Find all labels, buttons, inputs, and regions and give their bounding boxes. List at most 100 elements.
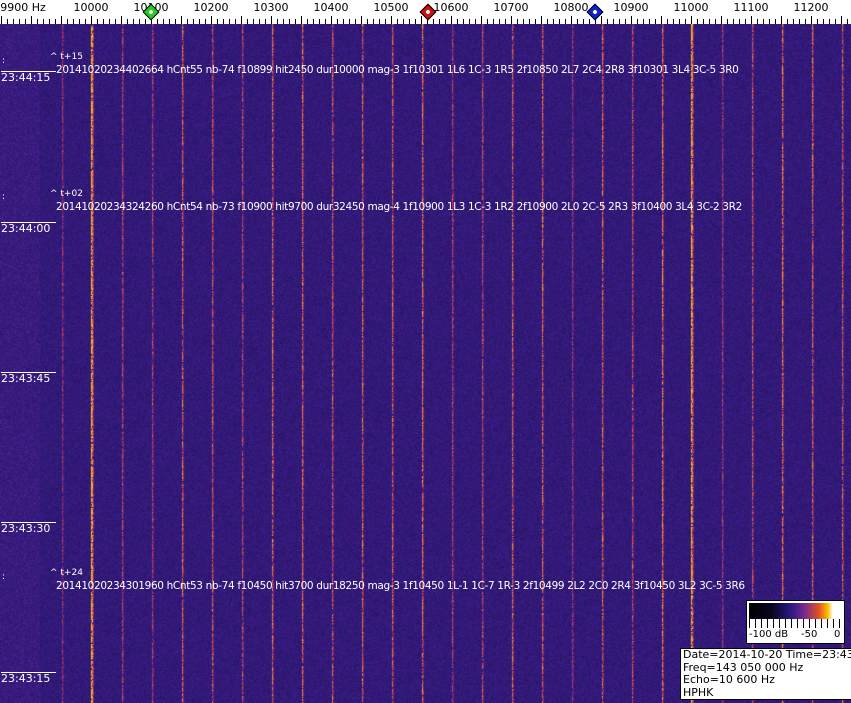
frequency-label: 10000 [73, 1, 109, 14]
ruler-tick [301, 16, 302, 24]
ruler-tick [577, 19, 578, 24]
ruler-tick [745, 19, 746, 24]
ruler-tick [403, 19, 404, 24]
ruler-tick [283, 19, 284, 24]
ruler-tick [211, 16, 212, 24]
ruler-tick [619, 19, 620, 24]
event-dots: : [2, 56, 6, 66]
ruler-tick [445, 19, 446, 24]
ruler-tick [97, 19, 98, 24]
ruler-tick [625, 19, 626, 24]
ruler-tick [199, 19, 200, 24]
ruler-tick [775, 19, 776, 24]
legend-label-min: -100 dB [749, 629, 789, 640]
ruler-tick [79, 19, 80, 24]
ruler-tick [1, 16, 2, 24]
ruler-tick [373, 19, 374, 24]
ruler-tick [733, 19, 734, 24]
ruler-tick [85, 19, 86, 24]
ruler-tick [49, 19, 50, 24]
ruler-tick [55, 19, 56, 24]
ruler-tick [829, 19, 830, 24]
ruler-tick [181, 16, 182, 24]
ruler-tick [511, 16, 512, 24]
ruler-tick [589, 19, 590, 24]
ruler-tick [541, 16, 542, 24]
ruler-tick [253, 19, 254, 24]
legend-label-mid: -50 [801, 629, 818, 640]
frequency-label: 10200 [193, 1, 229, 14]
ruler-tick [799, 19, 800, 24]
color-scale-legend: -100 dB -50 0 [746, 600, 845, 644]
frequency: Freq=143 050 000 Hz [683, 660, 804, 674]
frequency-label: 10800 [553, 1, 589, 14]
ruler-tick [715, 19, 716, 24]
ruler-tick [307, 19, 308, 24]
frequency-label: 11100 [733, 1, 769, 14]
ruler-tick [523, 19, 524, 24]
frequency-label: 10500 [373, 1, 409, 14]
ruler-tick [475, 19, 476, 24]
ruler-tick [547, 19, 548, 24]
ruler-tick [613, 19, 614, 24]
ruler-tick [451, 16, 452, 24]
ruler-tick [31, 16, 32, 24]
ruler-tick [847, 19, 848, 24]
ruler-tick [553, 19, 554, 24]
ruler-tick [367, 19, 368, 24]
ruler-tick [175, 19, 176, 24]
ruler-tick [841, 16, 842, 24]
ruler-tick [379, 19, 380, 24]
ruler-tick [205, 19, 206, 24]
frequency-label: 10900 [613, 1, 649, 14]
ruler-tick [13, 19, 14, 24]
ruler-tick [115, 19, 116, 24]
time-label: 23:44:00 [1, 222, 57, 235]
ruler-tick [103, 19, 104, 24]
ruler-tick [331, 16, 332, 24]
time-label: 23:43:30 [1, 522, 57, 535]
ruler-tick [655, 19, 656, 24]
ruler-tick [757, 19, 758, 24]
echo-frequency: Echo=10 600 Hz [683, 673, 775, 686]
ruler-tick [91, 16, 92, 24]
ruler-tick [697, 19, 698, 24]
ruler-tick [139, 19, 140, 24]
ruler-tick [565, 19, 566, 24]
event-annotation: 20141020234301960 hCnt53 nb-74 f10450 hi… [56, 580, 745, 592]
ruler-tick [7, 19, 8, 24]
frequency-label: 11000 [673, 1, 709, 14]
ruler-tick [319, 19, 320, 24]
ruler-tick [691, 16, 692, 24]
ruler-tick [247, 19, 248, 24]
ruler-tick [505, 19, 506, 24]
ruler-tick [277, 19, 278, 24]
ruler-tick [397, 19, 398, 24]
ruler-tick [163, 19, 164, 24]
ruler-tick [121, 16, 122, 24]
ruler-tick [433, 19, 434, 24]
ruler-tick [463, 19, 464, 24]
ruler-tick [709, 19, 710, 24]
ruler-tick [439, 19, 440, 24]
ruler-tick [805, 19, 806, 24]
time-label: 23:43:15 [1, 672, 57, 685]
ruler-tick [763, 19, 764, 24]
frequency-label: 10600 [433, 1, 469, 14]
ruler-tick [481, 16, 482, 24]
ruler-tick [679, 19, 680, 24]
ruler-tick [343, 19, 344, 24]
ruler-tick [61, 16, 62, 24]
station-name: HPHK [683, 685, 714, 699]
ruler-tick [337, 19, 338, 24]
ruler-tick [649, 19, 650, 24]
frequency-label: 10700 [493, 1, 529, 14]
ruler-tick [235, 19, 236, 24]
spectrogram-waterfall [0, 24, 851, 703]
ruler-tick [787, 19, 788, 24]
ruler-tick [769, 19, 770, 24]
ruler-tick [661, 16, 662, 24]
ruler-tick [355, 19, 356, 24]
ruler-tick [751, 16, 752, 24]
ruler-tick [469, 19, 470, 24]
